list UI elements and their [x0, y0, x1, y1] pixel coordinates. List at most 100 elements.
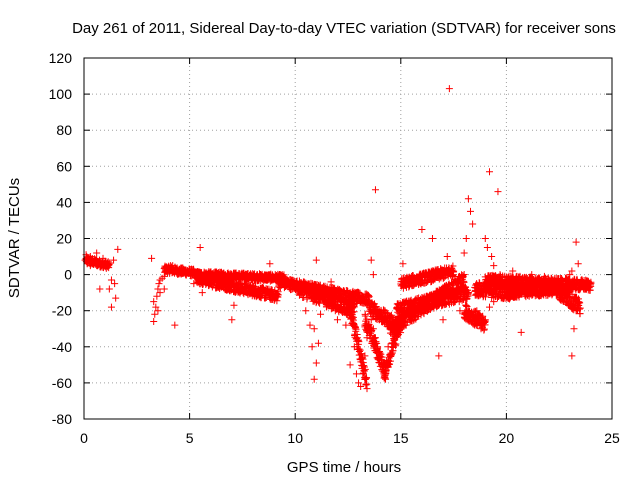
- data-point: [363, 385, 371, 393]
- x-tick-label: 0: [80, 430, 88, 446]
- y-tick-label: 20: [56, 231, 72, 247]
- data-point: [418, 298, 426, 306]
- x-tick-label: 15: [393, 430, 409, 446]
- data-point: [568, 352, 576, 360]
- data-point: [376, 352, 384, 360]
- data-point: [325, 289, 333, 297]
- data-point: [352, 325, 360, 333]
- data-point: [463, 303, 471, 311]
- data-point: [363, 334, 371, 342]
- y-tick-label: 40: [56, 194, 72, 210]
- data-point: [507, 287, 515, 295]
- data-point: [333, 316, 341, 324]
- data-point: [355, 338, 363, 346]
- data-point: [387, 350, 395, 358]
- data-point: [566, 271, 574, 279]
- data-point: [367, 316, 375, 324]
- data-point: [399, 260, 407, 268]
- data-point: [462, 235, 470, 242]
- data-point: [456, 307, 464, 315]
- data-point: [528, 271, 536, 279]
- y-tick-label: -40: [52, 339, 72, 355]
- y-axis-label: SDTVAR / TECUs: [6, 178, 23, 298]
- data-point: [346, 289, 354, 297]
- data-point: [471, 321, 479, 329]
- x-tick-label: 25: [604, 430, 620, 446]
- data-point: [96, 285, 104, 293]
- data-point: [490, 298, 498, 306]
- data-point: [477, 325, 485, 333]
- y-tick-label: -60: [52, 375, 72, 391]
- data-point: [483, 244, 491, 252]
- data-point: [114, 245, 122, 253]
- data-point: [306, 321, 314, 329]
- data-point: [255, 274, 263, 282]
- data-point: [498, 289, 506, 297]
- data-point: [369, 325, 377, 333]
- data-points: [81, 85, 595, 393]
- data-point: [350, 343, 358, 351]
- y-tick-label: -20: [52, 303, 72, 319]
- data-point: [445, 85, 453, 93]
- data-point: [369, 271, 377, 279]
- data-point: [443, 253, 451, 261]
- data-point: [435, 352, 443, 360]
- data-point: [555, 281, 563, 289]
- data-point: [439, 289, 447, 297]
- data-point: [171, 321, 179, 329]
- data-point: [262, 276, 270, 284]
- data-point: [460, 285, 468, 293]
- data-point: [228, 271, 236, 279]
- data-point: [194, 276, 202, 284]
- data-point: [469, 220, 477, 228]
- data-point: [380, 370, 388, 378]
- y-tick-label: -80: [52, 411, 72, 427]
- data-point: [418, 225, 426, 233]
- data-point: [99, 263, 107, 271]
- y-tick-label: 0: [64, 267, 72, 283]
- data-point: [224, 274, 232, 282]
- x-tick-label: 10: [287, 430, 303, 446]
- data-point: [395, 316, 403, 324]
- data-point: [177, 267, 185, 275]
- data-point: [306, 283, 314, 291]
- data-point: [217, 274, 225, 282]
- data-point: [494, 188, 502, 196]
- data-point: [403, 307, 411, 315]
- data-point: [450, 267, 458, 275]
- y-tick-label: 60: [56, 158, 72, 174]
- data-point: [234, 272, 242, 280]
- data-point: [308, 343, 316, 351]
- data-point: [578, 281, 586, 289]
- data-point: [348, 309, 356, 317]
- data-point: [160, 272, 168, 280]
- data-point: [551, 274, 559, 282]
- data-point: [428, 235, 436, 242]
- data-point: [338, 290, 346, 298]
- data-point: [440, 273, 448, 281]
- data-point: [273, 297, 281, 305]
- data-point: [241, 272, 249, 280]
- data-point: [464, 195, 472, 203]
- data-point: [572, 307, 580, 315]
- data-point: [373, 339, 381, 347]
- data-point: [319, 287, 327, 295]
- data-point: [368, 327, 376, 335]
- data-point: [312, 285, 320, 293]
- data-point: [576, 285, 584, 293]
- data-point: [348, 307, 356, 315]
- data-point: [151, 310, 159, 318]
- data-point: [103, 262, 111, 270]
- data-point: [481, 235, 489, 242]
- data-point: [314, 339, 322, 347]
- data-point: [392, 340, 400, 348]
- data-point: [202, 274, 210, 282]
- data-point: [93, 262, 101, 270]
- chart-title: Day 261 of 2011, Sidereal Day-to-day VTE…: [72, 20, 616, 37]
- data-point: [570, 325, 578, 333]
- data-point: [111, 280, 119, 288]
- data-point: [361, 321, 369, 329]
- data-point: [198, 289, 206, 297]
- data-point: [574, 298, 582, 306]
